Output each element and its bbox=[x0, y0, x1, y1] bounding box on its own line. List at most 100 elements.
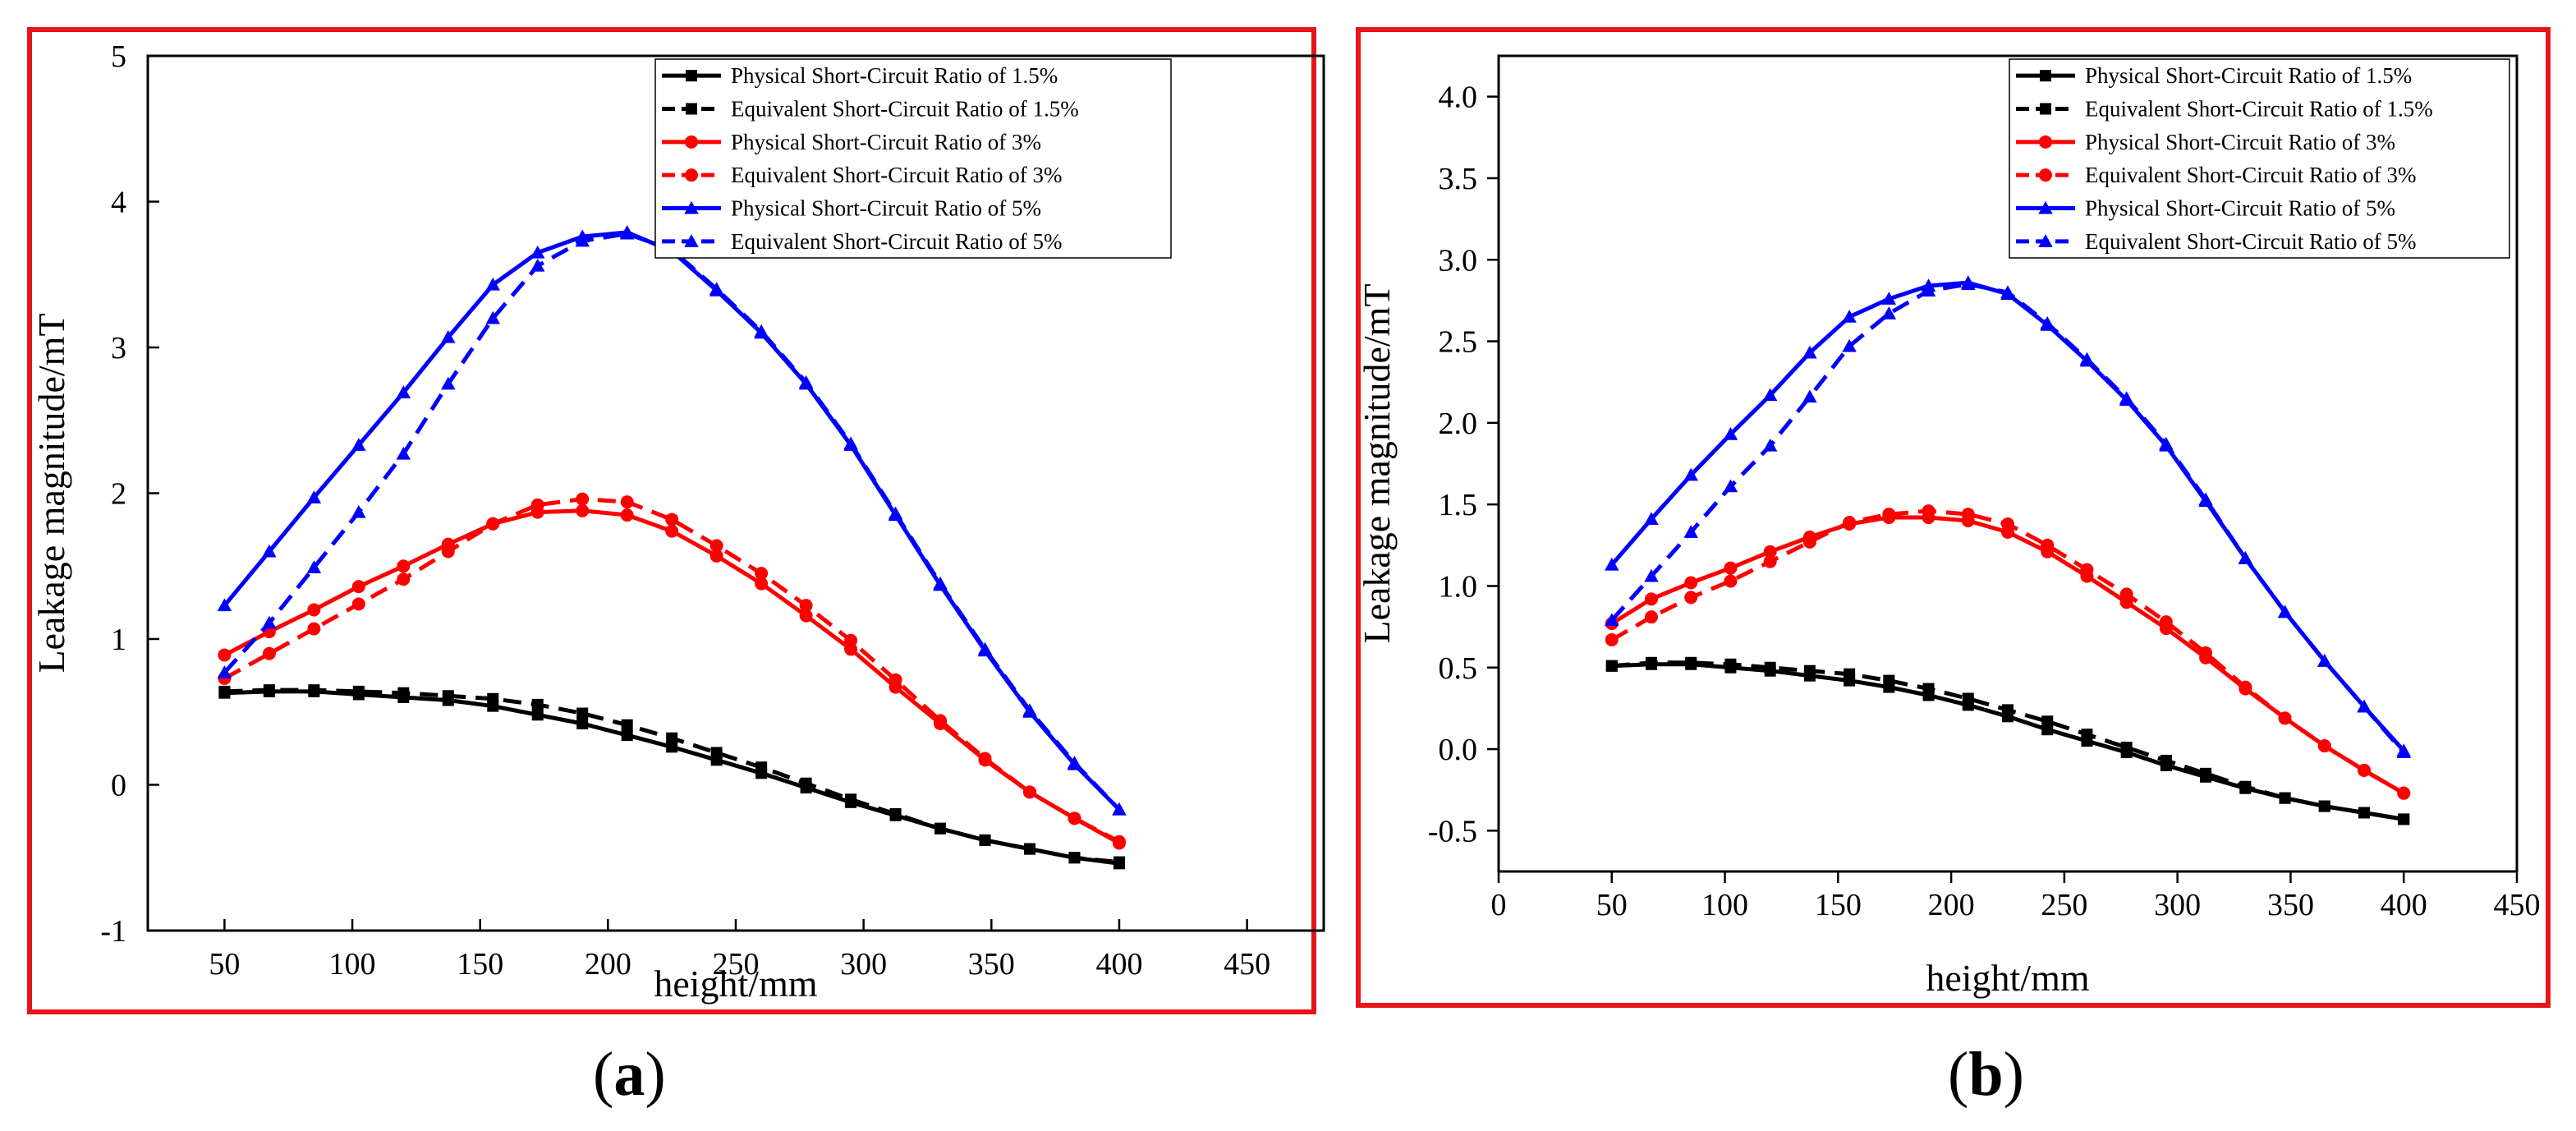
data-point bbox=[530, 245, 545, 259]
data-point bbox=[1646, 656, 1657, 669]
legend-label: Equivalent Short-Circuit Ratio of 1.5% bbox=[731, 97, 1079, 122]
data-point bbox=[263, 684, 275, 697]
data-point bbox=[2277, 605, 2293, 618]
data-point bbox=[2002, 704, 2014, 716]
data-point bbox=[1724, 658, 1737, 670]
data-point bbox=[442, 690, 454, 702]
data-point bbox=[2358, 807, 2370, 819]
data-point bbox=[485, 277, 501, 291]
data-point bbox=[1645, 610, 1658, 624]
legend-box bbox=[654, 58, 1172, 259]
x-tick-label: 150 bbox=[457, 947, 503, 982]
panel-label: (b) bbox=[1948, 1040, 2024, 1109]
data-point bbox=[2396, 745, 2411, 759]
series-line bbox=[223, 497, 1121, 844]
data-point bbox=[621, 719, 633, 731]
data-point bbox=[979, 834, 991, 846]
x-tick-label: 400 bbox=[2381, 888, 2427, 922]
legend-label: Equivalent Short-Circuit Ratio of 5% bbox=[731, 229, 1062, 254]
data-point bbox=[1068, 811, 1081, 825]
data-point bbox=[262, 544, 277, 558]
data-point bbox=[217, 665, 232, 678]
y-tick-label: 4.0 bbox=[1439, 80, 1478, 115]
data-point bbox=[1844, 668, 1856, 680]
data-point bbox=[262, 615, 277, 629]
data-point bbox=[666, 732, 678, 744]
data-point bbox=[1685, 656, 1697, 669]
data-point bbox=[889, 808, 902, 820]
panel-frame bbox=[1356, 27, 2551, 1008]
legend-marker bbox=[2039, 135, 2052, 149]
data-point bbox=[665, 524, 679, 538]
data-point bbox=[352, 685, 365, 697]
y-tick-label: 1 bbox=[111, 623, 126, 657]
data-point bbox=[1922, 683, 1935, 695]
series-group bbox=[217, 225, 1127, 870]
x-tick-label: 50 bbox=[1596, 888, 1628, 922]
data-point bbox=[1882, 508, 1896, 522]
y-tick-label: 0.5 bbox=[1439, 651, 1478, 686]
data-point bbox=[441, 376, 456, 390]
data-point bbox=[306, 560, 322, 574]
x-tick-label: 300 bbox=[2154, 888, 2201, 922]
data-point bbox=[843, 436, 858, 450]
data-point bbox=[755, 761, 768, 774]
data-point bbox=[2278, 711, 2292, 725]
data-point bbox=[1842, 338, 1857, 352]
x-tick-label: 450 bbox=[1224, 947, 1270, 982]
data-point bbox=[2317, 654, 2332, 667]
data-point bbox=[754, 324, 769, 338]
data-point bbox=[1605, 613, 1619, 627]
data-point bbox=[2079, 352, 2095, 366]
data-point bbox=[306, 490, 322, 503]
data-point bbox=[799, 609, 813, 623]
data-point bbox=[2041, 715, 2054, 728]
data-point bbox=[1843, 515, 1857, 529]
data-point bbox=[977, 641, 993, 655]
data-point bbox=[486, 517, 500, 531]
x-tick-label: 250 bbox=[2041, 888, 2087, 922]
data-point bbox=[307, 603, 321, 617]
legend-box bbox=[2009, 58, 2510, 259]
data-point bbox=[1644, 512, 1659, 526]
data-point bbox=[397, 572, 411, 586]
y-tick-label: 1.0 bbox=[1439, 569, 1478, 604]
data-point bbox=[1724, 561, 1738, 575]
legend-label: Equivalent Short-Circuit Ratio of 1.5% bbox=[2085, 97, 2433, 122]
data-point bbox=[1112, 834, 1126, 848]
data-point bbox=[576, 717, 589, 729]
data-point bbox=[1921, 283, 1936, 297]
legend-label: Physical Short-Circuit Ratio of 3% bbox=[731, 130, 1041, 154]
y-tick-label: 5 bbox=[111, 39, 126, 74]
data-point bbox=[351, 438, 366, 451]
data-point bbox=[1022, 703, 1037, 716]
data-point bbox=[934, 822, 947, 834]
y-tick-label: 0.0 bbox=[1439, 733, 1478, 767]
data-point bbox=[218, 685, 231, 697]
series-group bbox=[1605, 275, 2411, 825]
data-point bbox=[2357, 699, 2372, 713]
data-point bbox=[934, 714, 948, 728]
data-point bbox=[1802, 345, 1817, 359]
data-point bbox=[1684, 576, 1698, 590]
data-point bbox=[1881, 292, 1897, 305]
data-point bbox=[530, 498, 544, 512]
x-tick-label: 0 bbox=[1491, 888, 1507, 922]
y-tick-label: 2.0 bbox=[1439, 407, 1478, 441]
x-tick-label: 400 bbox=[1095, 947, 1142, 982]
y-tick-label: 2.5 bbox=[1439, 325, 1478, 360]
legend-label: Equivalent Short-Circuit Ratio of 3% bbox=[2085, 163, 2416, 187]
data-point bbox=[576, 707, 589, 720]
data-point bbox=[1645, 592, 1658, 606]
data-point bbox=[889, 673, 902, 687]
y-tick-label: 4 bbox=[111, 186, 126, 220]
data-point bbox=[2239, 680, 2252, 694]
data-point bbox=[755, 567, 769, 581]
plot-area bbox=[1497, 54, 2519, 873]
legend-label: Equivalent Short-Circuit Ratio of 5% bbox=[2085, 229, 2416, 254]
data-point bbox=[755, 577, 769, 591]
series-line bbox=[1610, 515, 2405, 795]
x-tick-label: 150 bbox=[1815, 888, 1862, 922]
data-point bbox=[620, 495, 634, 509]
data-point bbox=[1605, 557, 1619, 571]
